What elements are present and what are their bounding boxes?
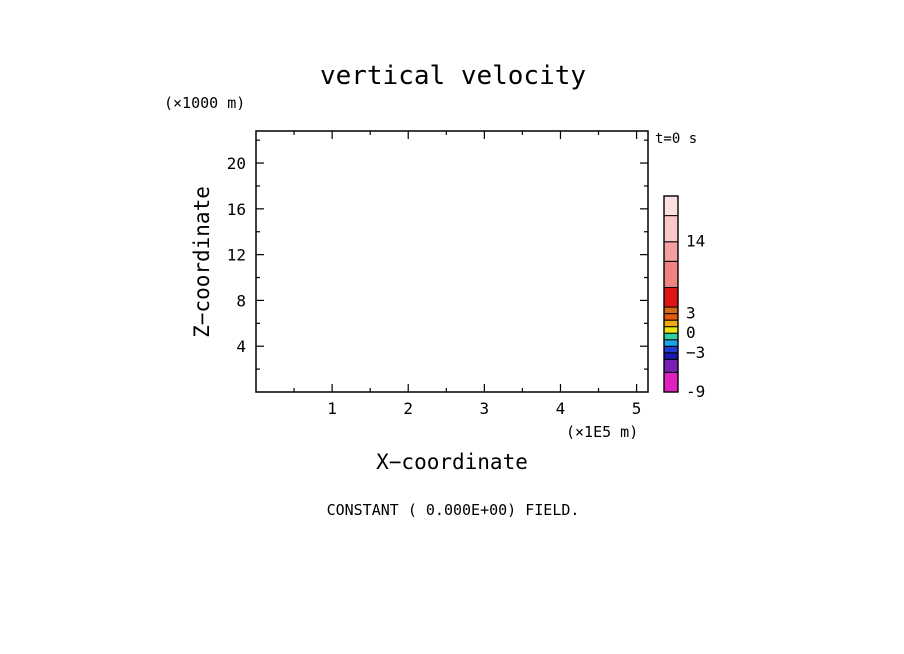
x-tick-label: 1: [327, 399, 337, 418]
tick-marks: [256, 131, 648, 392]
colorbar-segment: [663, 260, 679, 288]
time-label: t=0 s: [655, 131, 697, 147]
colorbar-frame: [663, 195, 679, 393]
x-tick-label: 4: [556, 399, 566, 418]
x-tick-label: 3: [480, 399, 490, 418]
y-tick-labels: 4 8 12 16 20: [227, 154, 246, 356]
y-tick-label: 12: [227, 246, 246, 265]
colorbar-labels: -9 −303 14: [686, 232, 705, 401]
colorbar-segment: [663, 306, 679, 315]
y-tick-label: 4: [236, 337, 246, 356]
colorbar-label: 0: [686, 323, 696, 342]
colorbar-segment: [663, 345, 679, 354]
y-tick-label: 16: [227, 200, 246, 219]
colorbar-segment: [663, 352, 679, 360]
y-tick-label: 8: [236, 291, 246, 310]
colorbar-label: 14: [686, 232, 705, 251]
y-tick-label: 20: [227, 154, 246, 173]
colorbar-segment: [663, 319, 679, 328]
x-tick-label: 5: [632, 399, 642, 418]
colorbar: [663, 195, 679, 393]
field-note: CONSTANT ( 0.000E+00) FIELD.: [327, 501, 580, 519]
colorbar-segment: [663, 215, 679, 243]
x-unit-label: (×1E5 m): [566, 423, 638, 441]
y-axis-label: Z−coordinate: [190, 186, 214, 338]
colorbar-segment: [663, 286, 679, 308]
colorbar-segment: [663, 241, 679, 262]
colorbar-segment: [663, 195, 679, 217]
x-tick-label: 2: [403, 399, 413, 418]
colorbar-label: -9: [686, 382, 705, 401]
colorbar-segment: [663, 339, 679, 347]
colorbar-segment: [663, 313, 679, 321]
colorbar-segment: [663, 326, 679, 334]
colorbar-segment: [663, 332, 679, 341]
chart-title: vertical velocity: [320, 61, 586, 91]
colorbar-label: 3: [686, 304, 696, 323]
x-axis-label: X−coordinate: [376, 450, 528, 474]
y-unit-label: (×1000 m): [164, 94, 245, 112]
colorbar-segment: [663, 358, 679, 373]
colorbar-label: −3: [686, 343, 705, 362]
colorbar-segment: [663, 371, 679, 393]
plot-frame: [255, 130, 649, 393]
x-tick-labels: 1 2 3 4 5: [327, 399, 641, 418]
